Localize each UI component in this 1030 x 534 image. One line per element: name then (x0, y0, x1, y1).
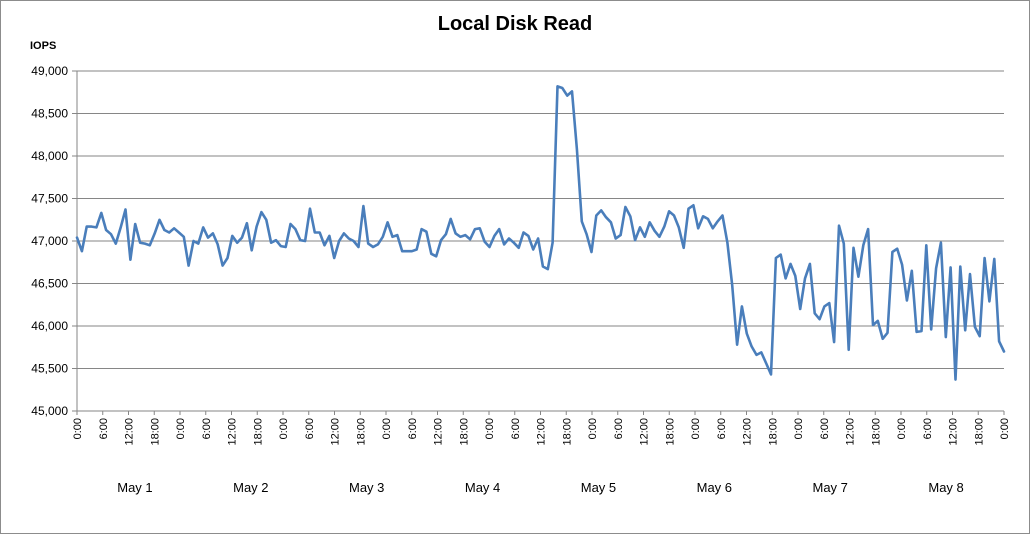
y-tick-label: 46,000 (31, 319, 68, 333)
x-tick-labels: 0:00 6:00 12:00 18:00 0:00 6:00 12:00 18:00 0:00… (72, 418, 1011, 446)
day-label: May 2 (233, 480, 268, 495)
x-tick-label: 12:00 (639, 418, 651, 446)
x-tick-label: 0:00 (793, 418, 805, 439)
x-tick-label: 6:00 (98, 418, 110, 439)
x-tick-label: 6:00 (510, 418, 522, 439)
x-tick-label: 18:00 (664, 418, 676, 446)
x-tick-label: 18:00 (149, 418, 161, 446)
x-tick-label: 12:00 (536, 418, 548, 446)
x-tick-label: 6:00 (716, 418, 728, 439)
day-label: May 7 (812, 480, 847, 495)
x-tick-label: 0:00 (484, 418, 496, 439)
x-tick-label: 12:00 (330, 418, 342, 446)
y-tick-label: 48,000 (31, 149, 68, 163)
x-tick-label: 12:00 (845, 418, 857, 446)
y-axis-label: IOPS (30, 40, 57, 52)
x-tick-label: 18:00 (870, 418, 882, 446)
series-line (75, 85, 1006, 381)
x-tick-label: 18:00 (767, 418, 779, 446)
x-tick-label: 0:00 (999, 418, 1011, 439)
x-tick-label: 6:00 (922, 418, 934, 439)
x-tick-label: 18:00 (561, 418, 573, 446)
day-label: May 8 (928, 480, 963, 495)
y-tick-label: 45,500 (31, 362, 68, 376)
y-tick-label: 48,500 (31, 107, 68, 121)
gridlines (77, 70, 1004, 369)
y-tick-label: 47,000 (31, 234, 68, 248)
day-labels: May 1 May 2 May 3 May 4 May 5 May 6 May 7 May 8 (117, 480, 964, 495)
x-tick-label: 18:00 (458, 418, 470, 446)
x-tick-label: 0:00 (72, 418, 84, 439)
x-tick-label: 0:00 (587, 418, 599, 439)
day-label: May 1 (117, 480, 152, 495)
day-label: May 6 (697, 480, 732, 495)
x-tick-label: 0:00 (690, 418, 702, 439)
x-tick-label: 12:00 (124, 418, 136, 446)
y-tick-label: 46,500 (31, 277, 68, 291)
x-tick-label: 18:00 (355, 418, 367, 446)
series-layer (75, 85, 1006, 381)
x-tick-label: 12:00 (433, 418, 445, 446)
day-label: May 5 (581, 480, 616, 495)
y-tick-label: 45,000 (31, 404, 68, 418)
x-tick-label: 6:00 (201, 418, 213, 439)
x-tick-label: 6:00 (407, 418, 419, 439)
x-tick-label: 12:00 (948, 418, 960, 446)
y-tick-labels: 45,000 45,500 46,000 46,500 47,000 47,500 48,0… (31, 64, 68, 418)
day-label: May 3 (349, 480, 384, 495)
x-tick-label: 0:00 (381, 418, 393, 439)
y-tick-label: 47,500 (31, 192, 68, 206)
chart-title: Local Disk Read (437, 13, 593, 35)
x-tick-label: 18:00 (252, 418, 264, 446)
x-tick-label: 6:00 (613, 418, 625, 439)
x-tick-label: 0:00 (896, 418, 908, 439)
x-tick-label: 6:00 (304, 418, 316, 439)
x-tick-label: 0:00 (175, 418, 187, 439)
x-tick-label: 18:00 (973, 418, 985, 446)
x-tick-label: 12:00 (742, 418, 754, 446)
day-label: May 4 (465, 480, 500, 495)
x-tick-label: 0:00 (278, 418, 290, 439)
x-tick-label: 12:00 (227, 418, 239, 446)
x-tick-label: 6:00 (819, 418, 831, 439)
y-tick-label: 49,000 (31, 64, 68, 78)
